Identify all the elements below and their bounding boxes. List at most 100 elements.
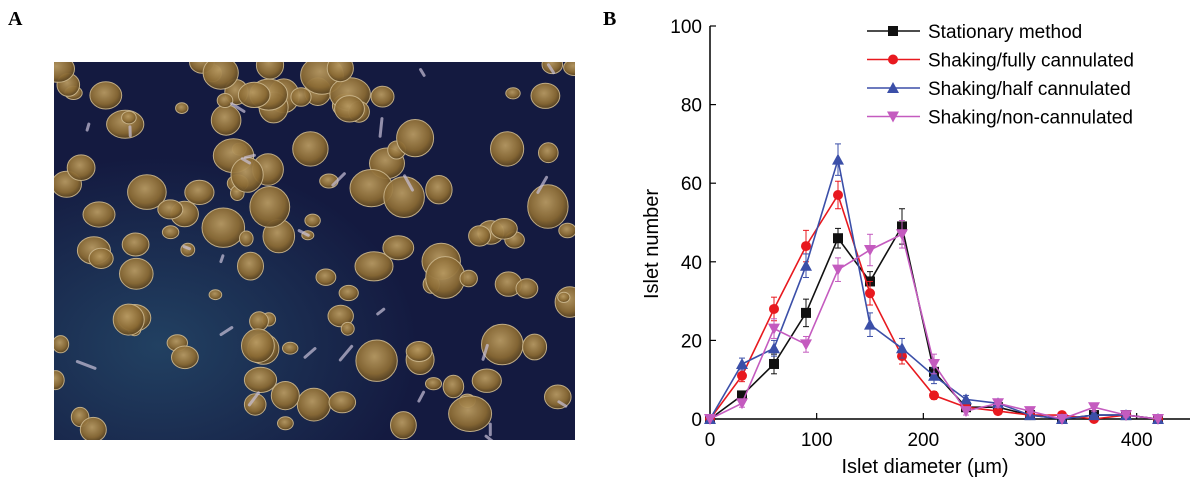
islet: [515, 278, 539, 299]
islet: [112, 303, 145, 336]
debris-fragment: [331, 172, 346, 187]
legend-label: Shaking/half cannulated: [928, 79, 1131, 100]
islet: [354, 251, 394, 282]
x-tick-label: 400: [1121, 430, 1153, 451]
islet: [239, 230, 254, 247]
debris-fragment: [419, 68, 426, 77]
islet: [54, 370, 65, 391]
islet: [121, 232, 150, 257]
debris-fragment: [247, 391, 260, 407]
data-point: [801, 307, 811, 318]
islet: [89, 81, 123, 110]
data-point: [1088, 402, 1100, 414]
islet: [405, 341, 433, 362]
islet: [243, 393, 267, 416]
islet: [277, 416, 294, 431]
legend-label: Stationary method: [928, 22, 1082, 43]
islet: [490, 131, 525, 167]
debris-fragment: [297, 229, 310, 237]
debris-fragment: [182, 245, 191, 251]
islet: [88, 247, 114, 269]
islet: [505, 87, 521, 100]
data-point: [736, 357, 748, 369]
islet: [161, 225, 180, 240]
series-2: [704, 143, 1164, 424]
debris-fragment: [557, 400, 568, 408]
legend-marker: [888, 54, 898, 65]
legend-label: Shaking/non-cannulated: [928, 108, 1133, 129]
islet: [334, 95, 365, 123]
data-point: [832, 264, 844, 276]
islet: [563, 62, 575, 76]
islet: [490, 218, 518, 240]
data-point: [737, 370, 747, 381]
islet: [557, 291, 571, 303]
islet: [127, 174, 167, 210]
islet: [121, 110, 137, 125]
islet: [119, 257, 154, 290]
islet: [237, 251, 264, 281]
legend-marker: [888, 26, 898, 36]
data-point: [833, 189, 843, 200]
data-point: [1056, 414, 1068, 425]
debris-fragment: [417, 390, 426, 403]
legend-marker: [887, 82, 899, 93]
islet: [208, 289, 223, 301]
debris-fragment: [481, 343, 489, 361]
debris-fragment: [403, 174, 414, 192]
islet: [340, 321, 355, 336]
data-point: [1120, 410, 1132, 422]
data-point: [1024, 406, 1036, 418]
islet: [170, 345, 199, 370]
data-point: [896, 229, 908, 241]
debris-fragment: [128, 125, 132, 138]
islet: [538, 142, 559, 164]
data-point: [929, 390, 939, 401]
islet: [282, 341, 299, 355]
data-point: [704, 414, 716, 425]
data-point: [993, 406, 1003, 417]
islet: [290, 87, 312, 107]
debris-fragment: [488, 422, 492, 437]
islet: [241, 328, 275, 364]
data-point: [1088, 409, 1100, 421]
data-point: [1152, 414, 1164, 425]
panel-label-b: B: [603, 8, 617, 30]
debris-fragment: [219, 326, 234, 337]
islet: [459, 269, 478, 288]
data-point: [864, 245, 876, 257]
x-tick-label: 0: [705, 430, 716, 451]
debris-fragment: [85, 122, 91, 132]
islet: [157, 199, 184, 220]
debris-fragment: [219, 254, 225, 264]
data-point: [768, 323, 780, 335]
x-tick-label: 200: [907, 430, 939, 451]
data-point: [865, 288, 875, 299]
islet: [201, 207, 246, 248]
series-line: [709, 224, 1159, 420]
islet-micrograph: [54, 62, 575, 440]
debris-fragment: [240, 157, 252, 165]
y-tick-label: 80: [681, 96, 702, 117]
debris-fragment: [230, 102, 246, 113]
x-tick-label: 100: [801, 430, 833, 451]
data-point: [800, 339, 812, 351]
debris-fragment: [75, 360, 97, 370]
data-point: [736, 398, 748, 410]
data-point: [928, 358, 940, 370]
data-point: [769, 303, 779, 314]
data-point: [769, 358, 779, 369]
islet: [527, 184, 569, 229]
islet: [390, 411, 417, 440]
islet: [558, 222, 575, 239]
data-point: [833, 233, 843, 244]
islet: [270, 381, 300, 411]
islet: [54, 335, 70, 354]
data-point: [960, 406, 972, 418]
islet: [315, 268, 337, 286]
islet: [175, 102, 189, 114]
debris-fragment: [376, 307, 386, 316]
data-point: [928, 369, 940, 381]
y-tick-label: 60: [681, 174, 702, 195]
